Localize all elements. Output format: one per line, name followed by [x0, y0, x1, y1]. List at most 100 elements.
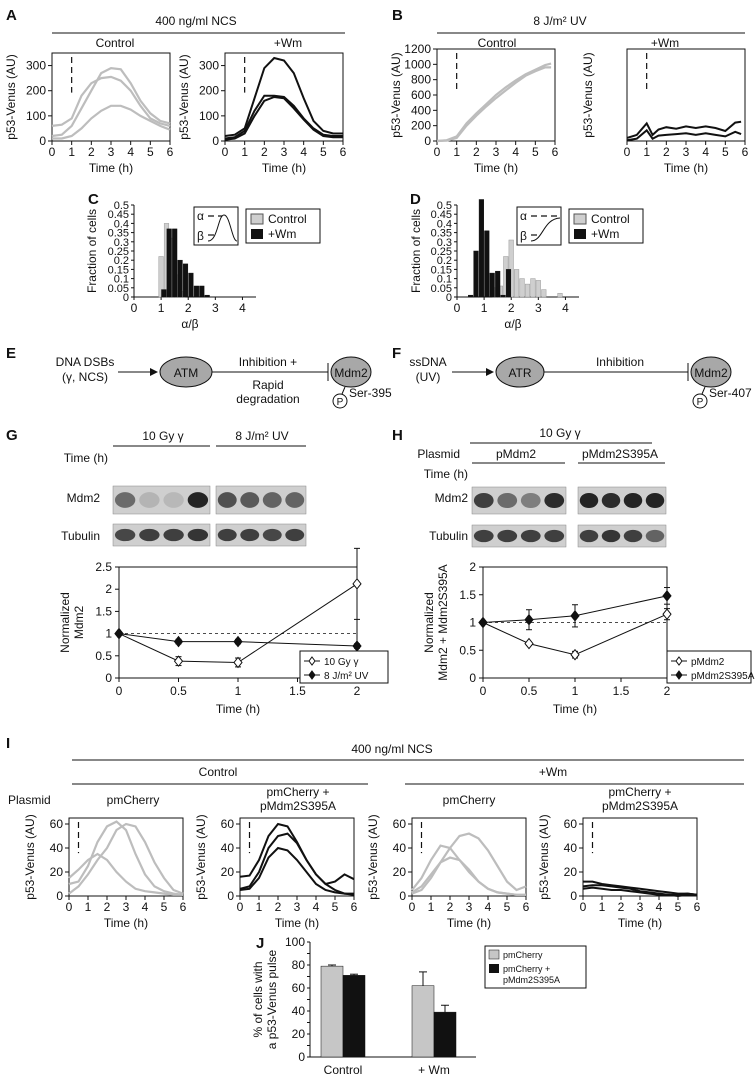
bar-control	[530, 278, 536, 298]
dsb-sublabel: (γ, NCS)	[62, 370, 108, 384]
x-tick-label: 1	[256, 900, 263, 914]
y-tick-label: 600	[411, 88, 431, 102]
h-mdm2-s395a-band	[579, 492, 599, 509]
y-tick-label: 0	[105, 671, 112, 685]
series-line-2	[436, 62, 552, 143]
legend-swatch-control	[250, 213, 264, 225]
legend-marker	[675, 670, 683, 680]
g-tubulin-gamma-band	[163, 528, 184, 542]
phospho-p-f: P	[697, 397, 704, 408]
series-line-1	[436, 66, 552, 143]
panel-i-pm4b: pMdm2S395A	[602, 799, 678, 813]
x-tick-label: 6	[742, 145, 749, 159]
y-tick-label: 1	[105, 627, 112, 641]
y-tick-label: 0.05	[108, 283, 129, 295]
y-axis-label-1: Normalized	[422, 592, 436, 653]
panel-g-chart: 0 0.5 1 1.5 2 0 0.5 1 1.5 2 2.5 Time (h) Normalized M…	[58, 547, 389, 716]
legend-control: Control	[591, 212, 630, 226]
x-tick-label: 1	[481, 301, 488, 315]
x-tick-label: 1	[428, 900, 435, 914]
panel-label-e: E	[6, 345, 16, 362]
data-marker-1	[570, 648, 580, 661]
x-tick-label: 3	[123, 900, 130, 914]
mdm2-node-e	[330, 356, 372, 388]
arrowhead-ssdna-atr	[486, 368, 494, 376]
y-tick-label: 0.3	[114, 237, 129, 249]
y-tick-label: 0	[570, 889, 577, 903]
h-tubulin-pmdm2-band	[520, 529, 541, 543]
x-tick-label: 6	[552, 145, 559, 159]
x-tick-label: 4	[485, 900, 492, 914]
x-tick-label: 6	[694, 900, 701, 914]
x-tick-label: 1	[572, 684, 579, 698]
series-line-2	[51, 66, 171, 138]
h-tubulin-s395a-band	[601, 529, 621, 543]
x-tick-label: 0	[131, 301, 138, 315]
panel-label-g: G	[6, 427, 18, 444]
y-tick-label: 1200	[404, 42, 431, 56]
y-tick-label: 0	[56, 889, 63, 903]
g-mdm2-uv-band	[285, 492, 305, 508]
x-tick-label: 5	[722, 145, 729, 159]
h-mdm2-pmdm2-band	[497, 492, 518, 509]
g-head-uv: 8 J/m² UV	[235, 429, 288, 443]
panel-f-diagram: F ssDNA (UV) ATR Inhibition Mdm2 P Ser-4…	[392, 345, 752, 409]
x-tick-label: 5	[332, 900, 339, 914]
data-marker-1	[233, 656, 243, 669]
x-tick-label: 2	[447, 900, 454, 914]
h-tubulin-pmdm2-membrane	[471, 524, 567, 548]
h-plasmid-pmdm2s395a: pMdm2S395A	[582, 447, 658, 461]
y-tick-label: 0.35	[431, 228, 452, 240]
bar-wm	[478, 199, 484, 298]
g-tubulin-gamma-band	[187, 528, 209, 542]
x-tick-label: 5	[147, 145, 154, 159]
y-tick-label: 100	[26, 109, 46, 123]
rapid-label: Rapid	[252, 378, 283, 392]
g-tubulin-gamma-band	[139, 528, 160, 542]
g-tubulin-gamma-band	[114, 528, 136, 542]
y-tick-label: 0.15	[431, 264, 452, 276]
h-mdm2-s395a-band	[645, 492, 665, 509]
y-tick-label: 100	[199, 109, 219, 123]
x-axis-label: α/β	[504, 317, 521, 331]
h-mdm2-s395a-band	[601, 492, 621, 509]
legend-label: 10 Gy γ	[324, 657, 358, 668]
g-row-tubulin: Tubulin	[61, 529, 100, 543]
y-tick-label: 1.5	[459, 588, 476, 602]
legend-label: 8 J/m² UV	[324, 671, 369, 682]
x-tick-label: 1	[85, 900, 92, 914]
y-axis-label: p53-Venus (AU)	[581, 52, 595, 137]
y-tick-label: 0.35	[108, 228, 129, 240]
series-line-1	[68, 820, 184, 896]
x-tick-label: 1	[453, 145, 460, 159]
bar-pmcherry-s395a	[433, 1011, 457, 1058]
bar-control	[519, 278, 525, 298]
panel-label-d: D	[410, 191, 421, 208]
data-marker-2	[570, 610, 580, 622]
y-tick-label: 0.15	[108, 264, 129, 276]
legend-wm: +Wm	[591, 227, 619, 241]
inset-frame	[516, 206, 562, 246]
x-tick-label: 3	[493, 145, 500, 159]
legend-swatch-control	[573, 213, 587, 225]
x-tick-label: 4	[702, 145, 709, 159]
dsb-label: DNA DSBs	[56, 355, 115, 369]
inset-frame	[193, 206, 239, 246]
panel-label-h: H	[392, 427, 403, 444]
y-tick-label: 20	[221, 865, 235, 879]
x-tick-label: 0	[409, 900, 416, 914]
x-tick-label: 3	[281, 145, 288, 159]
x-tick-label: 4	[562, 301, 569, 315]
panel-i-wm: +Wm	[539, 765, 567, 779]
ssdna-label: ssDNA	[409, 355, 446, 369]
panel-i-pm4a: pmCherry +	[608, 785, 671, 799]
g-mdm2-gamma-band	[187, 492, 209, 508]
x-tick-label: 6	[523, 900, 530, 914]
x-tick-label: 6	[167, 145, 174, 159]
x-tick-label: 0	[580, 900, 587, 914]
